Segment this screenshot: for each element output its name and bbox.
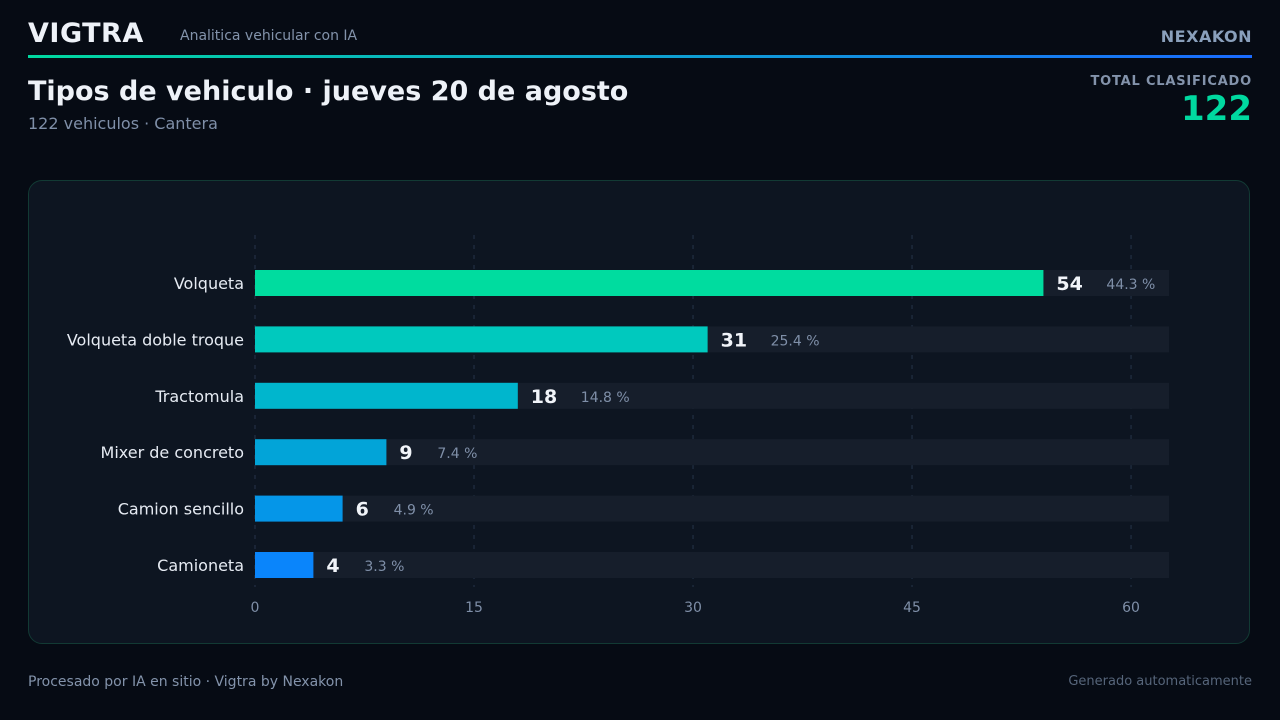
category-label: Volqueta [174, 274, 244, 293]
x-tick-label: 60 [1122, 600, 1140, 616]
company-name: NEXAKON [1160, 27, 1252, 46]
percent-label: 44.3 % [1106, 277, 1155, 293]
footer-note: Generado automaticamente [1068, 674, 1252, 689]
category-label: Mixer de concreto [101, 443, 244, 462]
value-label: 18 [531, 386, 557, 408]
bar-track [255, 495, 1169, 522]
percent-label: 4.9 % [394, 503, 434, 519]
value-label: 31 [721, 329, 747, 351]
bar [255, 552, 314, 578]
category-label: Volqueta doble troque [67, 330, 244, 349]
x-tick-label: 0 [251, 600, 260, 616]
total-label: TOTAL CLASIFICADO [1090, 74, 1252, 89]
bar-track [255, 439, 1169, 466]
brand-tagline: Analitica vehicular con IA [180, 28, 358, 44]
bar [255, 326, 708, 353]
bar [255, 439, 387, 466]
page-subtitle: 122 vehiculos · Cantera [28, 114, 218, 133]
percent-label: 3.3 % [364, 559, 404, 575]
bar [255, 382, 518, 409]
x-tick-label: 30 [684, 600, 702, 616]
value-label: 6 [356, 499, 369, 521]
category-label: Camion sencillo [118, 500, 244, 519]
bar [255, 495, 343, 522]
chart-panel: 0 15 30 45 60 Volqueta 54 44.3 % Volqueta doble … [28, 180, 1250, 644]
page-title: Tipos de vehiculo · jueves 20 de agosto [28, 76, 629, 107]
bar-track [255, 552, 1169, 578]
category-label: Tractomula [154, 387, 244, 406]
value-label: 4 [326, 555, 339, 577]
brand-logo: VIGTRA [28, 18, 144, 49]
x-tick-label: 45 [903, 600, 921, 616]
x-tick-label: 15 [465, 600, 483, 616]
value-label: 9 [399, 442, 412, 464]
value-label: 54 [1056, 273, 1082, 295]
percent-label: 25.4 % [771, 333, 820, 349]
category-label: Camioneta [157, 556, 244, 575]
bar [255, 270, 1044, 296]
percent-label: 7.4 % [437, 446, 477, 462]
percent-label: 14.8 % [581, 390, 630, 406]
footer-credit: Procesado por IA en sitio · Vigtra by Ne… [28, 674, 344, 690]
header-divider [28, 55, 1252, 58]
bar-chart: 0 15 30 45 60 Volqueta 54 44.3 % Volqueta doble … [67, 235, 1169, 616]
total-value: 122 [1181, 89, 1252, 129]
